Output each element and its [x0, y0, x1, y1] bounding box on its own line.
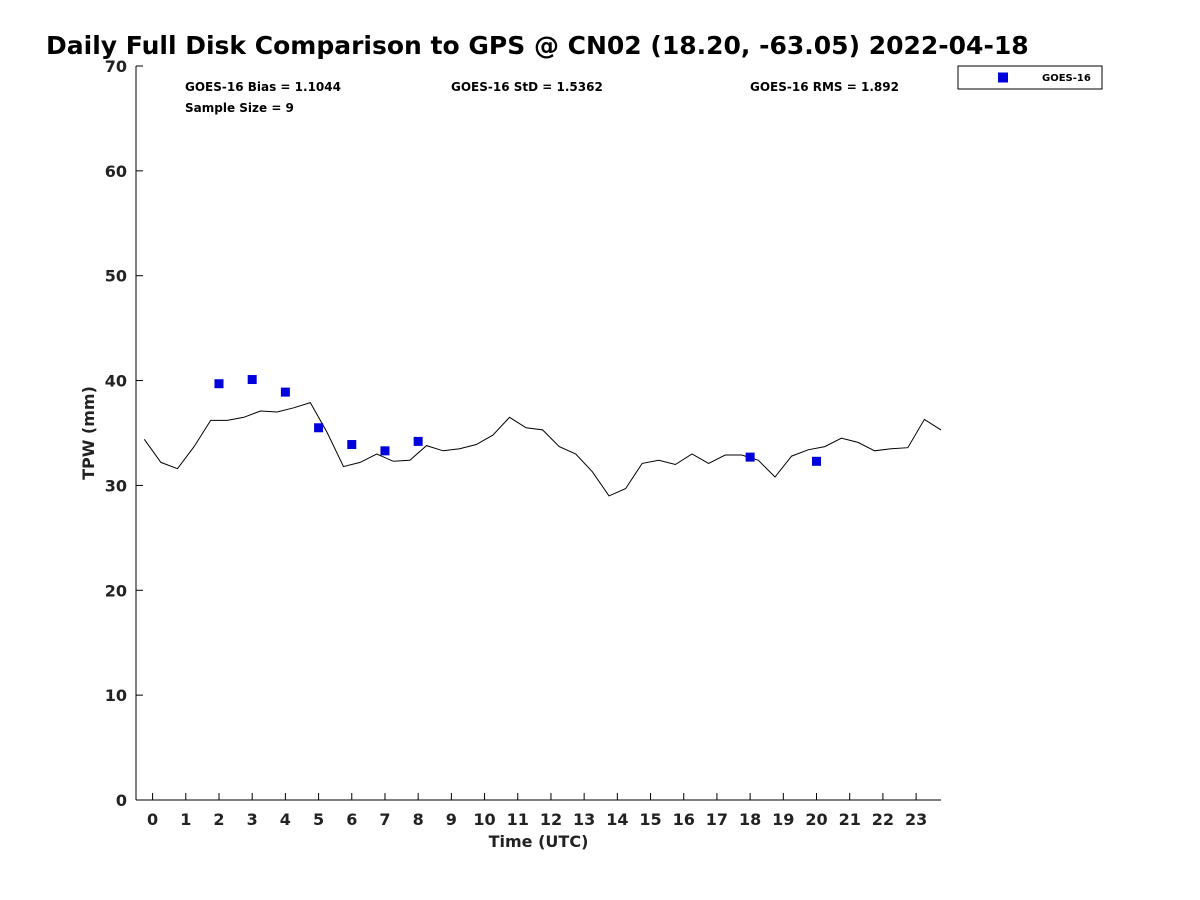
legend-label-goes16: GOES-16 [1042, 73, 1091, 84]
x-tick-label: 5 [313, 810, 324, 829]
gps-tpw-line [143, 402, 942, 497]
x-tick-label: 15 [639, 810, 661, 829]
stats-annotations: GOES-16 Bias = 1.1044 GOES-16 StD = 1.53… [185, 80, 899, 115]
x-tick-label: 21 [839, 810, 861, 829]
x-tick-label: 2 [213, 810, 224, 829]
x-tick-label: 14 [606, 810, 628, 829]
axes [135, 66, 941, 801]
goes16-data-point [214, 379, 224, 389]
legend-marker-goes16 [998, 72, 1008, 83]
x-tick-label: 20 [805, 810, 827, 829]
y-tick-label: 0 [116, 791, 127, 810]
goes16-data-point [380, 446, 390, 456]
x-tick-label: 8 [413, 810, 424, 829]
y-tick-label: 60 [105, 162, 127, 181]
goes16-data-point [812, 456, 822, 466]
chart-title: Daily Full Disk Comparison to GPS @ CN02… [46, 31, 1029, 60]
x-tick-label: 6 [346, 810, 357, 829]
x-tick-label: 4 [280, 810, 291, 829]
x-tick-label: 0 [147, 810, 158, 829]
stat-bias: GOES-16 Bias = 1.1044 [185, 80, 341, 94]
x-tick-label: 7 [379, 810, 390, 829]
x-tick-label: 1 [180, 810, 191, 829]
goes16-data-point [280, 387, 290, 397]
goes16-data-point [247, 375, 257, 385]
stat-rms: GOES-16 RMS = 1.892 [750, 80, 899, 94]
x-tick-label: 13 [573, 810, 595, 829]
x-tick-label: 18 [739, 810, 761, 829]
x-tick-label: 9 [446, 810, 457, 829]
stat-std: GOES-16 StD = 1.5362 [451, 80, 603, 94]
goes16-data-point [314, 423, 324, 433]
y-axis-ticks: 0 10 20 30 40 50 60 70 [105, 57, 143, 810]
y-axis-label: TPW (mm) [79, 386, 98, 480]
x-tick-label: 12 [540, 810, 562, 829]
goes16-data-point [347, 440, 357, 450]
x-tick-label: 3 [247, 810, 258, 829]
x-tick-label: 10 [473, 810, 495, 829]
y-tick-label: 30 [105, 476, 127, 495]
goes16-data-point [413, 436, 423, 446]
stat-sample-size: Sample Size = 9 [185, 101, 294, 115]
y-tick-label: 20 [105, 581, 127, 600]
x-tick-label: 11 [507, 810, 529, 829]
x-tick-label: 23 [905, 810, 927, 829]
x-tick-label: 19 [772, 810, 794, 829]
y-tick-label: 70 [105, 57, 127, 76]
legend: GOES-16 [957, 65, 1103, 90]
x-tick-label: 22 [872, 810, 894, 829]
legend-box [957, 65, 1103, 90]
y-tick-label: 50 [105, 267, 127, 286]
x-axis-ticks: 0 1 2 3 4 5 6 7 8 9 10 11 12 13 14 15 16 17 18 19 20 21 22 23 [147, 793, 927, 829]
x-tick-label: 17 [706, 810, 728, 829]
x-tick-label: 16 [673, 810, 695, 829]
y-tick-label: 10 [105, 686, 127, 705]
goes16-data-point [745, 452, 755, 462]
plot-series [143, 375, 942, 497]
y-tick-label: 40 [105, 372, 127, 391]
x-axis-label: Time (UTC) [489, 832, 589, 851]
